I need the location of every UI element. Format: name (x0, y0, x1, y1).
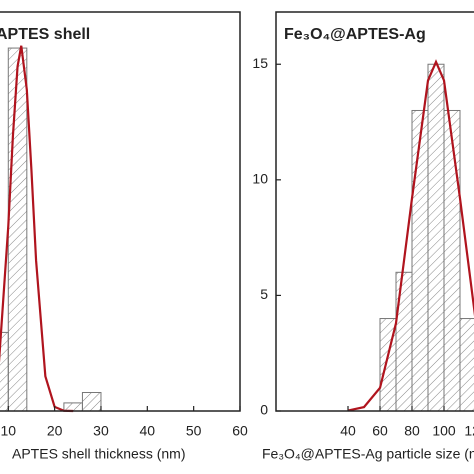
histogram-bar (427, 63, 445, 412)
histogram-bar (443, 109, 461, 412)
y-tick-label: 0 (260, 402, 268, 418)
x-tick-label: 120 (464, 423, 474, 439)
histogram-bar (459, 318, 474, 412)
x-tick-label: 60 (232, 423, 248, 439)
x-tick-label: 50 (186, 423, 202, 439)
x-tick-label: 60 (372, 423, 388, 439)
panel-title: Fe₃O₄@APTES-Ag (284, 26, 426, 43)
x-tick-label: 40 (340, 423, 356, 439)
x-tick-label: 40 (140, 423, 156, 439)
x-tick-label: 10 (0, 423, 16, 439)
x-tick-label: 100 (432, 423, 456, 439)
x-tick-label: 20 (47, 423, 63, 439)
x-axis-label: APTES shell thickness (nm) (12, 446, 186, 462)
x-tick-label: 30 (93, 423, 109, 439)
fit-curve (347, 59, 474, 412)
y-tick-label: 5 (260, 286, 268, 302)
histogram-bar (81, 392, 102, 412)
panel-title: APTES shell (0, 26, 90, 43)
histogram-bar (395, 271, 413, 412)
histogram-bar (411, 109, 429, 412)
x-axis-label: Fe₃O₄@APTES-Ag particle size (nm) (262, 446, 474, 462)
histogram-bar (7, 47, 28, 412)
y-tick-label: 10 (252, 171, 268, 187)
y-tick-label: 15 (252, 55, 268, 71)
x-tick-label: 80 (404, 423, 420, 439)
plot-frame (0, 11, 241, 412)
